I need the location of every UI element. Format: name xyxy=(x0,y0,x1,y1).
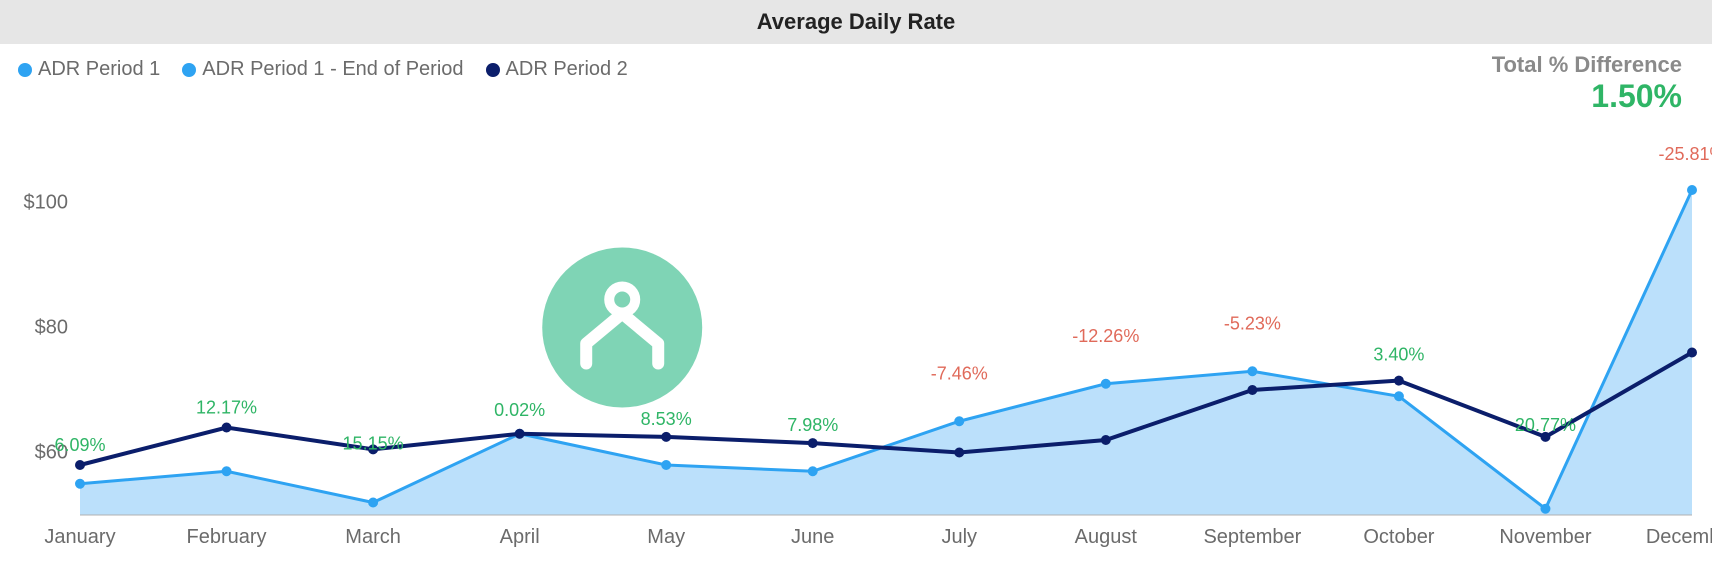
marker-series-0 xyxy=(75,479,85,489)
marker-series-2 xyxy=(75,460,85,470)
x-axis-tick-label: June xyxy=(791,526,834,548)
marker-series-0 xyxy=(1540,504,1550,514)
chart-svg: $60$80$1006.09%12.17%15.15%0.02%8.53%7.9… xyxy=(0,100,1712,575)
data-label: 6.09% xyxy=(54,435,105,455)
data-label: 8.53% xyxy=(641,409,692,429)
x-axis-tick-label: October xyxy=(1363,526,1434,548)
marker-series-0 xyxy=(954,416,964,426)
marker-series-0 xyxy=(368,498,378,508)
data-label: 0.02% xyxy=(494,400,545,420)
x-axis-tick-label: July xyxy=(941,526,977,548)
area-series-0 xyxy=(80,190,1692,515)
legend-dot-icon xyxy=(182,63,196,77)
y-axis-tick-label: $80 xyxy=(35,317,68,339)
marker-series-2 xyxy=(1394,376,1404,386)
legend-item-1: ADR Period 1 - End of Period xyxy=(182,58,463,81)
x-axis-tick-label: November xyxy=(1499,526,1592,548)
data-label: 12.17% xyxy=(196,398,257,418)
data-label: -5.23% xyxy=(1224,313,1281,333)
legend-item-2: ADR Period 2 xyxy=(486,58,628,81)
x-axis-tick-label: February xyxy=(187,526,267,548)
marker-series-0 xyxy=(661,460,671,470)
marker-series-2 xyxy=(1101,435,1111,445)
legend: ADR Period 1 ADR Period 1 - End of Perio… xyxy=(0,44,1712,81)
legend-dot-icon xyxy=(18,63,32,77)
marker-series-2 xyxy=(222,423,232,433)
chart-title: Average Daily Rate xyxy=(757,9,956,35)
x-axis-tick-label: January xyxy=(44,526,115,548)
x-axis-tick-label: April xyxy=(500,526,540,548)
marker-series-2 xyxy=(1247,385,1257,395)
marker-series-2 xyxy=(661,432,671,442)
marker-series-0 xyxy=(222,466,232,476)
total-difference-label: Total % Difference xyxy=(1492,52,1682,78)
x-axis-tick-label: December xyxy=(1646,526,1712,548)
x-axis-tick-label: March xyxy=(345,526,401,548)
x-axis-tick-label: September xyxy=(1203,526,1301,548)
marker-series-0 xyxy=(1394,391,1404,401)
marker-series-2 xyxy=(808,438,818,448)
y-axis-tick-label: $100 xyxy=(24,192,69,214)
data-label: -12.26% xyxy=(1072,326,1139,346)
data-label: 3.40% xyxy=(1373,345,1424,365)
legend-item-0: ADR Period 1 xyxy=(18,58,160,81)
marker-series-2 xyxy=(954,448,964,458)
data-label: -7.46% xyxy=(931,363,988,383)
chart-title-bar: Average Daily Rate xyxy=(0,0,1712,44)
legend-dot-icon xyxy=(486,63,500,77)
data-label: 7.98% xyxy=(787,415,838,435)
legend-label: ADR Period 2 xyxy=(506,58,628,81)
x-axis-tick-label: August xyxy=(1075,526,1138,548)
marker-series-0 xyxy=(1101,379,1111,389)
marker-series-2 xyxy=(1687,348,1697,358)
marker-series-0 xyxy=(1687,185,1697,195)
x-axis-tick-label: May xyxy=(647,526,685,548)
watermark-icon xyxy=(542,248,702,408)
data-label: -25.81% xyxy=(1658,144,1712,164)
chart-plot-area: $60$80$1006.09%12.17%15.15%0.02%8.53%7.9… xyxy=(0,100,1712,575)
marker-series-2 xyxy=(515,429,525,439)
data-label: 20.77% xyxy=(1515,415,1576,435)
marker-series-0 xyxy=(808,466,818,476)
legend-label: ADR Period 1 - End of Period xyxy=(202,58,463,81)
marker-series-0 xyxy=(1247,366,1257,376)
legend-label: ADR Period 1 xyxy=(38,58,160,81)
data-label: 15.15% xyxy=(343,433,404,453)
